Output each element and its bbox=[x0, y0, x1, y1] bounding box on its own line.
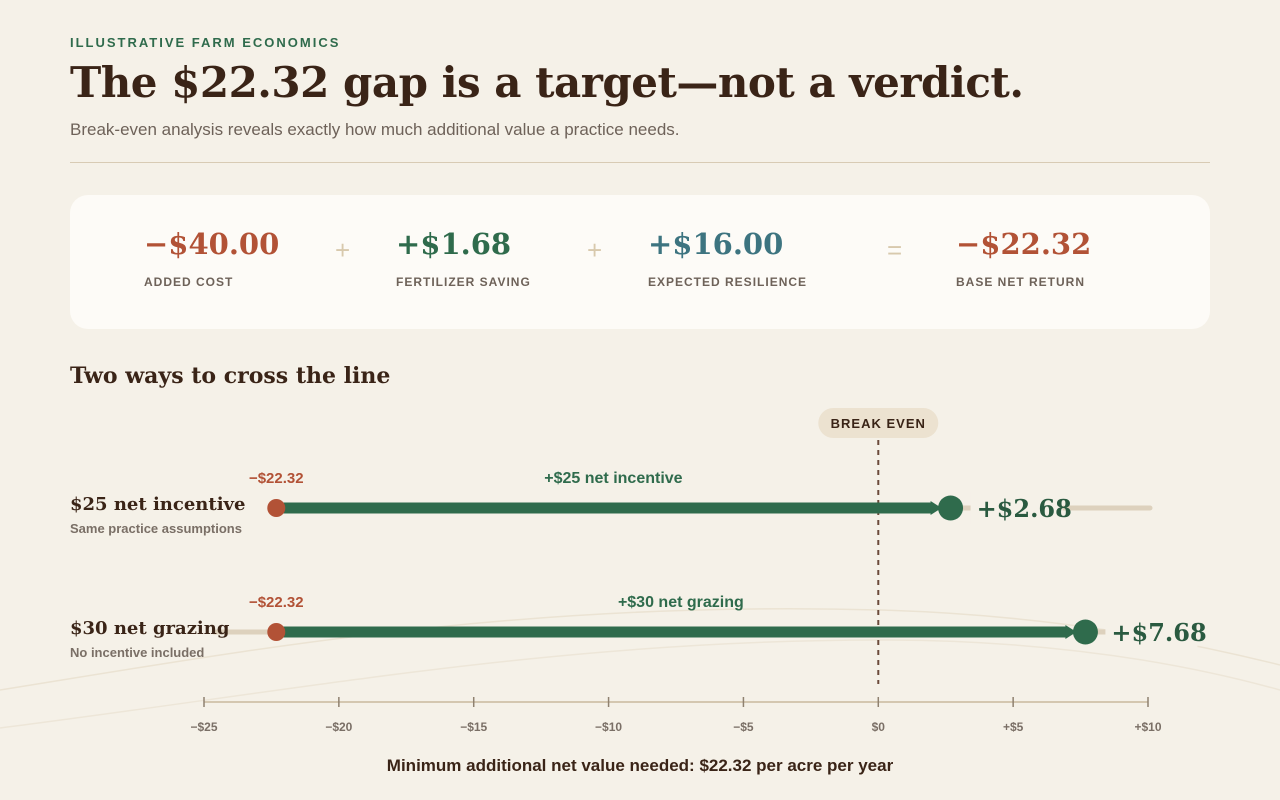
background-contour bbox=[0, 639, 1280, 729]
end-point bbox=[1072, 619, 1098, 645]
row-name: $30 net grazing bbox=[70, 618, 230, 639]
row-name: $25 net incentive bbox=[70, 494, 246, 515]
row-note: Same practice assumptions bbox=[70, 521, 242, 536]
divider bbox=[70, 162, 1210, 163]
end-point bbox=[938, 495, 964, 521]
end-value-label: +$2.68 bbox=[977, 494, 1072, 523]
plus-operator: + bbox=[335, 235, 351, 265]
metric-value: −$22.32 bbox=[956, 227, 1092, 261]
row-label-grazing: $30 net grazing No incentive included bbox=[70, 618, 229, 660]
x-tick-label: +$5 bbox=[1003, 720, 1024, 734]
section-title: Two ways to cross the line bbox=[70, 363, 391, 389]
page-title: The $22.32 gap is a target—not a verdict… bbox=[70, 58, 1024, 107]
footnote: Minimum additional net value needed: $22… bbox=[386, 756, 894, 775]
eyebrow: ILLUSTRATIVE FARM ECONOMICS bbox=[70, 35, 341, 50]
metric-label: ADDED COST bbox=[144, 275, 234, 289]
metric-base-net-return: −$22.32 BASE NET RETURN bbox=[956, 227, 1091, 289]
summary-card: −$40.00 ADDED COST + +$1.68 FERTILIZER S… bbox=[70, 195, 1210, 329]
metric-expected-resilience: +$16.00 EXPECTED RESILIENCE bbox=[648, 227, 807, 289]
start-value-label: −$22.32 bbox=[249, 470, 304, 487]
page-subtitle: Break-even analysis reveals exactly how … bbox=[70, 120, 680, 139]
metric-label: BASE NET RETURN bbox=[956, 275, 1086, 289]
start-value-label: −$22.32 bbox=[249, 594, 304, 611]
end-value-label: +$7.68 bbox=[1111, 618, 1206, 647]
metric-label: FERTILIZER SAVING bbox=[396, 275, 531, 289]
end-label-backing bbox=[970, 492, 1063, 524]
start-point bbox=[267, 499, 286, 517]
x-tick-label: −$5 bbox=[733, 720, 754, 734]
equals-operator: = bbox=[887, 235, 903, 265]
metric-value: +$16.00 bbox=[648, 227, 784, 261]
x-tick-label: +$10 bbox=[1134, 720, 1161, 734]
end-label-backing bbox=[1105, 616, 1198, 648]
break-even-pill bbox=[818, 408, 939, 438]
change-arrow bbox=[930, 501, 942, 515]
break-even-label: BREAK EVEN bbox=[831, 416, 926, 431]
metric-fertilizer-saving: +$1.68 FERTILIZER SAVING bbox=[396, 227, 531, 289]
x-tick-label: −$25 bbox=[190, 720, 217, 734]
metric-added-cost: −$40.00 ADDED COST bbox=[144, 227, 279, 289]
change-arrow bbox=[1065, 625, 1077, 639]
metric-value: +$1.68 bbox=[396, 227, 512, 261]
x-tick-label: −$20 bbox=[325, 720, 352, 734]
x-tick-label: −$15 bbox=[460, 720, 487, 734]
metric-value: −$40.00 bbox=[144, 227, 280, 261]
row-label-incentive: $25 net incentive Same practice assumpti… bbox=[70, 494, 245, 536]
x-tick-label: $0 bbox=[872, 720, 886, 734]
metric-label: EXPECTED RESILIENCE bbox=[648, 275, 808, 289]
row-note: No incentive included bbox=[70, 645, 205, 660]
change-label: +$25 net incentive bbox=[544, 470, 682, 487]
start-point bbox=[267, 623, 286, 641]
plus-operator: + bbox=[587, 235, 603, 265]
change-label: +$30 net grazing bbox=[618, 594, 744, 611]
x-tick-label: −$10 bbox=[595, 720, 622, 734]
